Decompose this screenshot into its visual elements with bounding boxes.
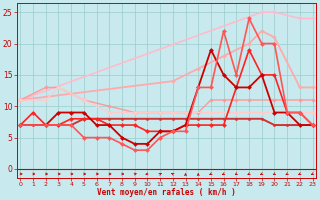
X-axis label: Vent moyen/en rafales ( km/h ): Vent moyen/en rafales ( km/h ) [97, 188, 236, 197]
